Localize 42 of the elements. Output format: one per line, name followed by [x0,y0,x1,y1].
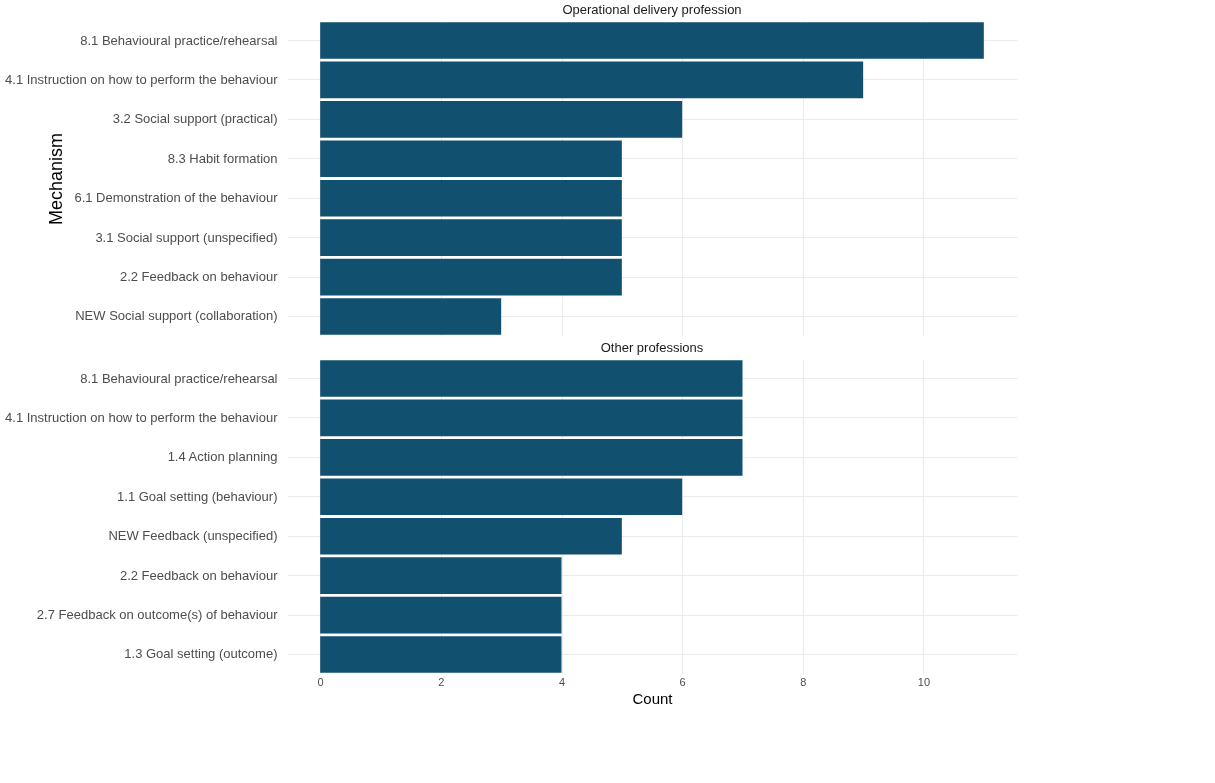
y-tick-label: 8.1 Behavioural practice/rehearsal [80,32,278,48]
y-tick-label: 4.1 Instruction on how to perform the behaviour [5,409,279,425]
y-tick-label: 2.2 Feedback on behaviour [119,269,279,285]
bar [320,22,984,59]
bar [320,517,622,555]
y-tick-label: 1.4 Action planning [167,449,278,465]
bar [320,478,683,516]
bar [320,101,683,138]
bar [320,179,622,217]
y-tick-label: 2.2 Feedback on behaviour [119,567,279,583]
bar [320,61,864,99]
x-tick-label: 6 [679,675,686,688]
y-tick-label: 3.2 Social support (practical) [112,111,278,127]
y-tick-label: 2.7 Feedback on outcome(s) of behaviour [36,607,279,623]
x-tick-label: 10 [917,675,931,688]
bar [320,140,622,178]
bar [320,360,743,397]
y-tick-label: 8.3 Habit formation [167,150,278,166]
y-tick-label: 1.1 Goal setting (behaviour) [117,488,278,504]
y-tick-label: 8.1 Behavioural practice/rehearsal [80,370,278,386]
y-tick-label: NEW Social support (collaboration) [75,308,278,324]
x-tick-label: 4 [558,675,566,688]
x-tick-label: 2 [438,675,445,688]
x-tick-label: 0 [317,675,324,688]
bar [320,219,622,256]
bar [320,258,622,296]
bar [320,298,502,335]
bar [320,557,562,594]
chart-title: Operational delivery profession [562,2,742,17]
y-tick-label: 1.3 Goal setting (outcome) [124,646,278,662]
bar [320,596,562,634]
chart-title: Other professions [600,340,704,355]
y-tick-label: NEW Feedback (unspecified) [108,528,278,544]
bar [320,636,562,673]
bar [320,439,743,476]
x-tick-label: 8 [800,675,807,688]
y-tick-label: 6.1 Demonstration of the behaviour [74,190,279,206]
bar [320,399,743,437]
y-tick-label: 3.1 Social support (unspecified) [95,229,278,245]
y-axis-title: Mechanism [45,132,66,226]
y-tick-label: 4.1 Instruction on how to perform the behaviour [5,71,279,87]
x-axis-title: Count [632,689,674,707]
